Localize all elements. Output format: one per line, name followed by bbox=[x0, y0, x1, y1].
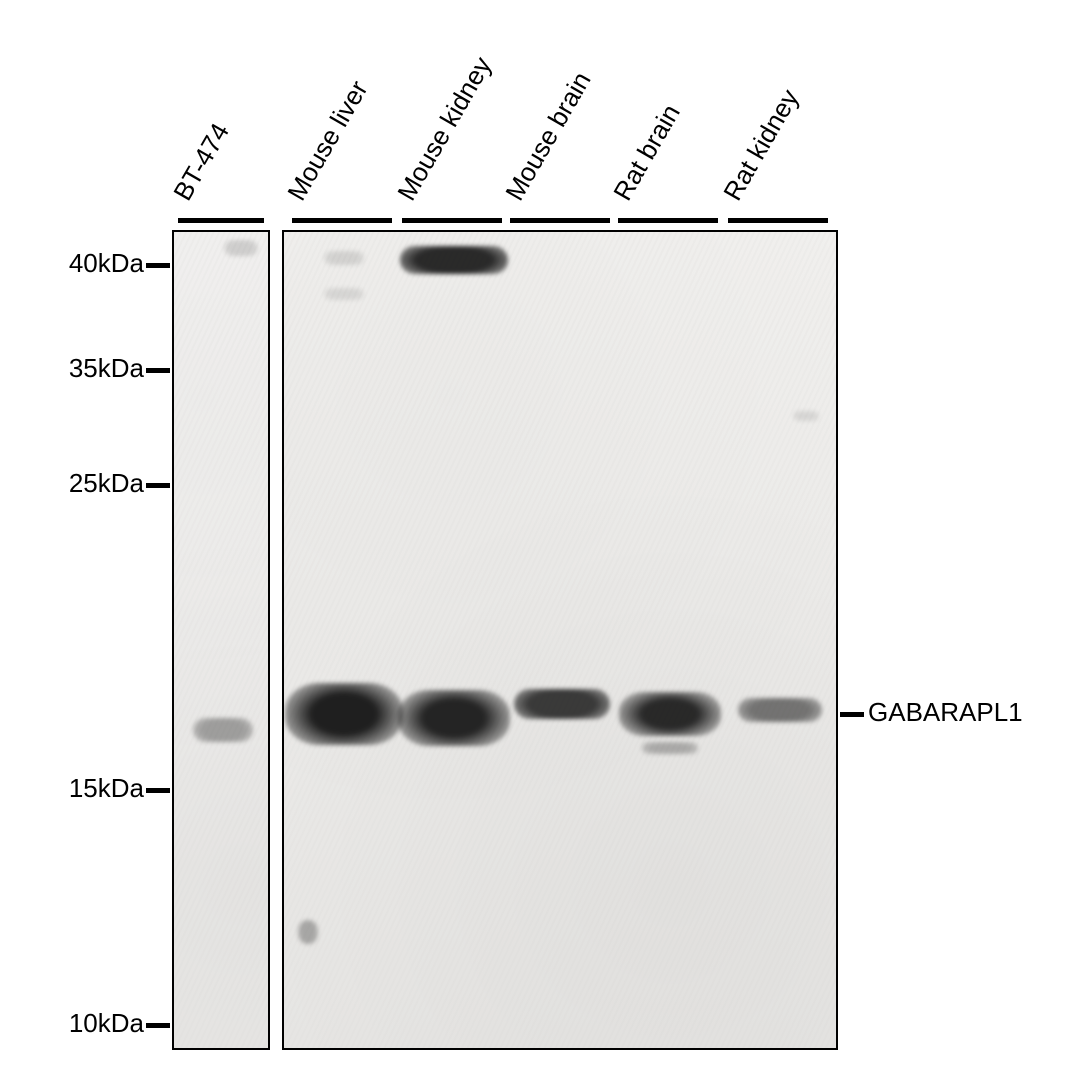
marker-label: 40kDa bbox=[69, 248, 144, 279]
marker-tick bbox=[146, 368, 170, 373]
lane-label: Mouse brain bbox=[499, 67, 597, 206]
blot-band bbox=[619, 692, 721, 736]
marker-label: 25kDa bbox=[69, 468, 144, 499]
marker-tick bbox=[146, 483, 170, 488]
blot-band bbox=[642, 742, 698, 754]
marker-tick bbox=[146, 788, 170, 793]
lane-label-group: Mouse kidney bbox=[418, 67, 498, 206]
lane-header-bar bbox=[618, 218, 718, 223]
lane-header-bar bbox=[402, 218, 502, 223]
blot-band bbox=[793, 411, 819, 421]
blot-panel-left bbox=[172, 230, 270, 1050]
marker-tick bbox=[146, 1023, 170, 1028]
marker-label: 15kDa bbox=[69, 773, 144, 804]
blot-panel-right bbox=[282, 230, 838, 1050]
blot-band bbox=[400, 246, 508, 274]
marker-label: 10kDa bbox=[69, 1008, 144, 1039]
blot-band bbox=[398, 690, 510, 746]
blot-band bbox=[224, 240, 258, 256]
lane-label-group: Mouse brain bbox=[526, 82, 598, 206]
blot-band bbox=[298, 920, 318, 944]
blot-band bbox=[514, 689, 610, 719]
lane-label-group: Rat brain bbox=[634, 115, 687, 206]
lane-label-group: Mouse liver bbox=[308, 91, 374, 206]
blot-band bbox=[324, 251, 364, 265]
lane-label: BT-474 bbox=[167, 118, 236, 206]
lane-label: Rat brain bbox=[607, 99, 687, 206]
lane-label-group: Rat kidney bbox=[744, 100, 805, 206]
target-label: GABARAPL1 bbox=[868, 697, 1023, 728]
marker-tick bbox=[146, 263, 170, 268]
lane-label: Mouse liver bbox=[281, 75, 374, 206]
lane-label: Rat kidney bbox=[717, 84, 805, 206]
blot-band bbox=[285, 683, 403, 745]
lane-header-bar bbox=[292, 218, 392, 223]
target-tick-icon bbox=[840, 712, 864, 717]
blot-band bbox=[738, 698, 822, 722]
figure-canvas: { "figure": { "type": "western-blot", "b… bbox=[0, 0, 1080, 1080]
lane-label-group: BT-474 bbox=[194, 133, 236, 206]
lane-header-bar bbox=[728, 218, 828, 223]
lane-label: Mouse kidney bbox=[391, 52, 498, 206]
lane-header-bar bbox=[178, 218, 264, 223]
blot-band bbox=[193, 718, 253, 742]
blot-band bbox=[324, 288, 364, 300]
lane-header-bar bbox=[510, 218, 610, 223]
marker-label: 35kDa bbox=[69, 353, 144, 384]
